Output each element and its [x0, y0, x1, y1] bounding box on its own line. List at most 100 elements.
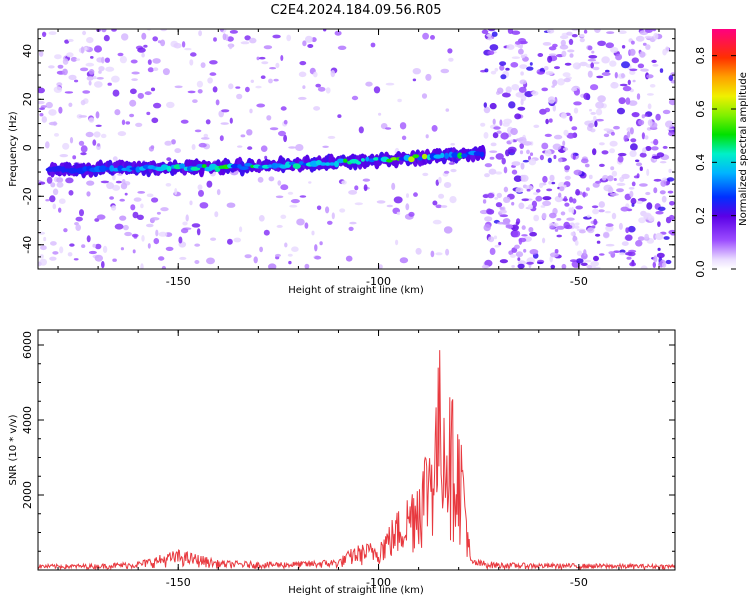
heatmap-noise-blob — [391, 182, 396, 190]
heatmap-noise-blob — [385, 127, 392, 130]
heatmap-noise-blob — [406, 193, 409, 198]
heatmap-noise-blob — [397, 98, 402, 103]
heatmap-noise-blob — [529, 62, 533, 66]
heatmap-noise-blob — [219, 29, 224, 32]
heatmap-noise-blob — [314, 244, 318, 252]
heatmap-noise-blob — [79, 209, 84, 217]
heatmap-signal-core — [160, 164, 169, 171]
heatmap-noise-blob — [447, 48, 453, 54]
heatmap-noise-blob — [150, 87, 156, 92]
heatmap-noise-blob — [438, 176, 442, 184]
heatmap-noise-blob — [528, 158, 537, 166]
heatmap-noise-blob — [288, 146, 296, 149]
heatmap-noise-blob — [487, 192, 495, 199]
heatmap-noise-blob — [521, 198, 529, 202]
y-tick-label: 6000 — [21, 331, 34, 359]
heatmap-noise-blob — [129, 99, 137, 107]
heatmap-noise-blob — [569, 53, 574, 58]
heatmap-noise-blob — [86, 76, 94, 81]
heatmap-noise-blob — [580, 262, 588, 266]
heatmap-noise-blob — [492, 118, 496, 125]
heatmap-noise-blob — [396, 211, 401, 216]
heatmap-noise-blob — [105, 66, 115, 72]
heatmap-noise-blob — [102, 245, 108, 253]
heatmap-noise-blob — [557, 78, 565, 86]
heatmap-signal-core — [343, 158, 348, 163]
heatmap-noise-blob — [249, 108, 253, 114]
heatmap-noise-blob — [269, 127, 279, 131]
heatmap-signal-core — [319, 162, 327, 166]
heatmap-noise-blob — [129, 113, 135, 118]
heatmap-noise-blob — [518, 202, 525, 210]
heatmap-noise-blob — [511, 169, 518, 175]
colorbar-tick-label: 0.6 — [694, 100, 707, 118]
heatmap-noise-blob — [618, 222, 623, 230]
heatmap-noise-blob — [513, 175, 523, 182]
heatmap-noise-blob — [117, 52, 124, 57]
heatmap-noise-blob — [501, 157, 506, 165]
snr-y-label: SNR (10 * v/v) — [8, 414, 19, 485]
heatmap-noise-blob — [571, 34, 578, 38]
heatmap-noise-blob — [552, 143, 562, 151]
heatmap-noise-blob — [385, 82, 395, 86]
heatmap-noise-blob — [331, 212, 335, 220]
heatmap-noise-blob — [620, 73, 625, 79]
heatmap-noise-blob — [497, 87, 504, 94]
heatmap-noise-blob — [90, 56, 94, 59]
heatmap-noise-blob — [152, 36, 158, 42]
heatmap-noise-blob — [639, 183, 648, 187]
heatmap-noise-blob — [570, 231, 575, 236]
heatmap-noise-blob — [569, 259, 578, 263]
heatmap-noise-blob — [574, 240, 579, 246]
heatmap-noise-blob — [648, 215, 655, 222]
heatmap-noise-blob — [277, 180, 282, 186]
heatmap-noise-blob — [546, 188, 553, 192]
heatmap-noise-blob — [572, 62, 582, 70]
heatmap-noise-blob — [52, 188, 59, 196]
heatmap-noise-blob — [376, 200, 386, 204]
heatmap-noise-blob — [97, 143, 101, 147]
heatmap-noise-blob — [161, 265, 166, 269]
heatmap-noise-blob — [325, 87, 331, 94]
heatmap-noise-blob — [67, 252, 73, 257]
heatmap-noise-blob — [283, 119, 288, 125]
colorbar-tick-label: 0.0 — [694, 260, 707, 278]
heatmap-noise-blob — [653, 138, 659, 146]
heatmap-noise-blob — [229, 117, 233, 124]
heatmap-noise-blob — [287, 253, 293, 257]
heatmap-noise-blob — [109, 196, 114, 200]
heatmap-noise-blob — [595, 101, 604, 109]
heatmap-noise-blob — [42, 31, 47, 37]
snr-x-label: Height of straight line (km) — [288, 585, 424, 596]
heatmap-noise-blob — [519, 150, 524, 155]
heatmap-noise-blob — [535, 195, 543, 202]
heatmap-noise-blob — [86, 191, 91, 197]
colorbar: 0.0 0.2 0.4 0.6 0.8 Normalized spectral ampl… — [694, 29, 749, 278]
heatmap-noise-blob — [358, 126, 364, 134]
heatmap-noise-blob — [298, 71, 307, 78]
heatmap-noise-blob — [84, 47, 88, 51]
heatmap-noise-blob — [517, 136, 527, 144]
heatmap-noise-blob — [587, 58, 597, 62]
heatmap-noise-blob — [499, 259, 508, 264]
heatmap-noise-blob — [637, 63, 645, 69]
heatmap-noise-blob — [45, 101, 53, 109]
heatmap-noise-blob — [595, 118, 604, 122]
heatmap-noise-blob — [349, 221, 357, 225]
heatmap-noise-blob — [610, 131, 615, 136]
heatmap-noise-blob — [196, 80, 203, 88]
heatmap-noise-blob — [93, 131, 101, 138]
heatmap-noise-blob — [593, 218, 598, 226]
heatmap-noise-blob — [499, 214, 509, 218]
snr-y-ticks: 2000 4000 6000 — [21, 331, 675, 552]
heatmap-noise-blob — [508, 101, 516, 109]
heatmap-noise-blob — [393, 196, 403, 204]
heatmap-noise-blob — [511, 224, 519, 231]
heatmap-noise-blob — [484, 216, 493, 222]
heatmap-noise-blob — [363, 184, 368, 192]
heatmap-noise-blob — [284, 242, 288, 248]
heatmap-noise-blob — [449, 196, 457, 204]
heatmap-noise-blob — [552, 104, 556, 112]
heatmap-noise-blob — [179, 256, 187, 260]
heatmap-noise-blob — [639, 166, 643, 171]
